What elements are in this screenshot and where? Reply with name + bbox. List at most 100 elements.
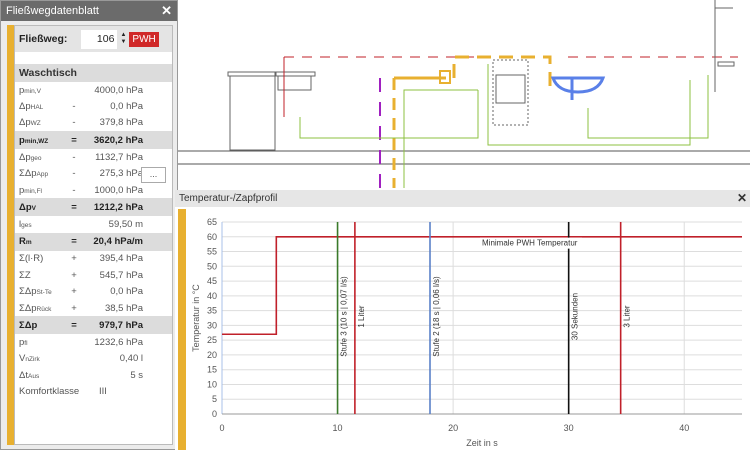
row-value: 5 s	[130, 369, 143, 381]
row-label: ΣΔpSt-Te	[19, 286, 52, 298]
y-tick-label: 45	[207, 276, 217, 286]
marker-label: 3 Liter	[623, 305, 632, 328]
panel-body: Fließweg: 106 ▲ ▼ PWH Waschtisch pmin,V 40…	[14, 25, 173, 445]
marker-label: Stufe 2 (18 s | 0,06 l/s)	[432, 276, 441, 357]
data-row: ΣZ +545,7 hPa	[15, 267, 172, 283]
data-row: ΔpWZ - 379,8 hPa	[15, 115, 172, 131]
row-value: 1232,6 hPa	[94, 336, 143, 348]
label-background	[480, 237, 582, 249]
chart-title-bar: Temperatur-/Zapfprofil ✕	[175, 190, 750, 207]
marker-label: 1 Liter	[357, 305, 366, 328]
row-operator: +	[71, 286, 77, 298]
chart-window-title: Temperatur-/Zapfprofil	[179, 193, 278, 204]
x-tick-label: 10	[333, 423, 343, 433]
row-value: 20,4 hPa/m	[93, 236, 143, 248]
close-icon[interactable]: ✕	[161, 3, 172, 18]
flow-type-badge: PWH	[129, 31, 159, 47]
flow-path-selector: Fließweg: 106 ▲ ▼ PWH	[15, 26, 172, 52]
x-tick-label: 40	[679, 423, 689, 433]
accent-stripe	[178, 209, 186, 450]
row-label: pfl	[19, 336, 28, 348]
y-tick-label: 25	[207, 335, 217, 345]
row-label: ΣZ	[19, 269, 31, 281]
data-row: ΣΔp = 979,7 hPa	[15, 316, 172, 335]
row-label: Σ(l·R)	[19, 253, 44, 265]
data-row: ΣΔpSt-Te +0,0 hPa	[15, 284, 172, 300]
data-row: ΔpHAL - 0,0 hPa	[15, 98, 172, 114]
temperature-chart: 0 5 10 15 20 25 30 35 40 45 50 55 60 65 0 10 20 30 40 Zeit …	[191, 217, 742, 448]
row-label: ΔtAus	[19, 369, 40, 381]
row-value: 59,50 m	[108, 219, 143, 231]
flow-path-input[interactable]: 106	[81, 29, 118, 49]
data-row: Σ(l·R) +395,4 hPa	[15, 251, 172, 267]
row-operator: +	[71, 253, 77, 265]
y-tick-label: 60	[207, 232, 217, 242]
data-row: ΣΔpRück +38,5 hPa	[15, 300, 172, 316]
row-value: III	[99, 386, 107, 398]
row-label: lges	[19, 219, 32, 231]
row-label: ΣΔpApp	[19, 168, 49, 180]
y-tick-label: 55	[207, 247, 217, 257]
row-value: 0,40 l	[119, 353, 143, 365]
y-tick-label: 50	[207, 261, 217, 271]
section-header: Waschtisch	[15, 64, 172, 82]
more-button[interactable]: ...	[141, 166, 166, 183]
row-operator: =	[71, 236, 77, 248]
row-label: ΣΔpRück	[19, 302, 52, 314]
y-tick-label: 35	[207, 306, 217, 316]
dishwasher-symbol	[227, 71, 316, 151]
data-row: pfl 1232,6 hPa	[15, 334, 172, 350]
close-icon[interactable]: ✕	[736, 191, 747, 205]
marker-label: Stufe 3 (10 s | 0,07 l/s)	[340, 276, 349, 357]
row-value: 545,7 hPa	[99, 269, 143, 281]
row-value: 275,3 hPa	[99, 168, 143, 180]
panel-title-bar: Fließwegdatenblatt ✕	[1, 1, 177, 21]
threshold-label: Minimale PWH Temperatur	[482, 239, 578, 248]
row-operator: =	[71, 319, 77, 331]
data-row: lges 59,50 m	[15, 216, 172, 232]
row-label: ΔpWZ	[19, 117, 41, 129]
row-value: 395,4 hPa	[99, 253, 143, 265]
row-operator: -	[72, 117, 76, 129]
row-value: 0,0 hPa	[110, 101, 143, 113]
data-row: Δpgeo - 1132,7 hPa	[15, 149, 172, 165]
cad-drawing[interactable]	[178, 0, 750, 190]
row-label: Komfortklasse	[19, 386, 80, 398]
y-tick-label: 30	[207, 320, 217, 330]
row-operator: -	[72, 151, 76, 163]
row-label: pmin,WZ	[19, 134, 49, 146]
row-label: ΣΔp	[19, 319, 38, 331]
spinner-arrows-icon[interactable]: ▲ ▼	[120, 32, 127, 45]
data-row: pmin,WZ = 3620,2 hPa	[15, 131, 172, 150]
y-tick-label: 0	[212, 409, 217, 419]
data-row: ΣΔpApp - 275,3 hPa...	[15, 166, 172, 183]
row-value: 3620,2 hPa	[93, 134, 143, 146]
data-row: VnZirk 0,40 l	[15, 351, 172, 367]
row-value: 1132,7 hPa	[95, 151, 143, 163]
row-label: pmin,Fl	[19, 184, 42, 196]
panel-title: Fließwegdatenblatt	[6, 5, 99, 17]
y-tick-label: 65	[207, 217, 217, 227]
row-value: 1000,0 hPa	[94, 184, 143, 196]
row-value: 979,7 hPa	[99, 319, 143, 331]
data-row: ΔtAus 5 s	[15, 367, 172, 383]
washbasin-symbol	[550, 76, 606, 94]
row-label: Rm	[19, 236, 32, 248]
data-row: pmin,Fl - 1000,0 hPa	[15, 182, 172, 198]
x-tick-label: 0	[219, 423, 224, 433]
row-operator: +	[71, 269, 77, 281]
y-tick-label: 20	[207, 350, 217, 360]
row-label: pmin,V	[19, 84, 41, 96]
row-label: VnZirk	[19, 353, 40, 365]
row-label: ΔpV	[19, 201, 36, 213]
y-tick-label: 40	[207, 291, 217, 301]
data-row: Rm = 20,4 hPa/m	[15, 232, 172, 251]
temperature-series-line	[222, 235, 742, 336]
data-row: pmin,V 4000,0 hPa	[15, 82, 172, 98]
row-operator: -	[72, 101, 76, 113]
row-label: ΔpHAL	[19, 101, 44, 113]
x-tick-label: 30	[564, 423, 574, 433]
row-value: 38,5 hPa	[104, 302, 143, 314]
row-operator: -	[72, 168, 76, 180]
y-axis-label: Temperatur in °C	[191, 284, 201, 352]
